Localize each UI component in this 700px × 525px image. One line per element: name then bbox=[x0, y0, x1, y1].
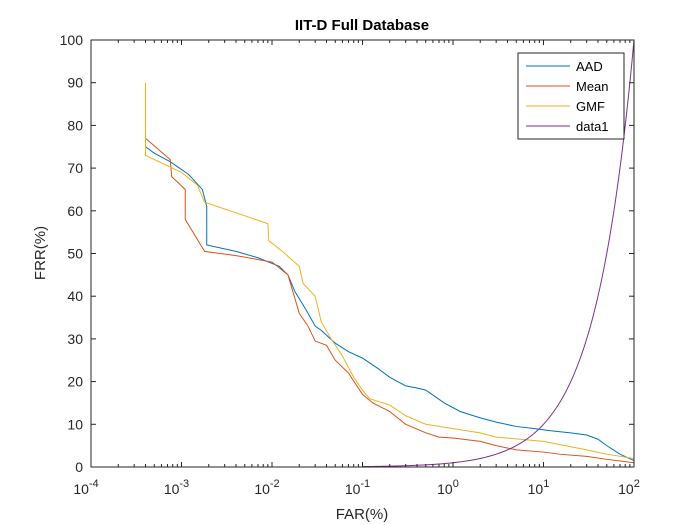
x-tick-base: 10 bbox=[528, 481, 544, 497]
x-tick-label: 10-4 bbox=[73, 478, 98, 497]
x-tick-exponent: -1 bbox=[360, 478, 370, 490]
series-line-mean bbox=[145, 137, 634, 464]
y-tick-label: 10 bbox=[67, 416, 83, 432]
x-tick-label: 101 bbox=[528, 478, 550, 497]
legend-entry-label: Mean bbox=[576, 79, 609, 94]
series-line-aad bbox=[145, 146, 634, 462]
legend-entry-label: GMF bbox=[576, 99, 605, 114]
y-tick-label: 20 bbox=[67, 374, 83, 390]
y-tick-label: 50 bbox=[67, 246, 83, 262]
y-tick-label: 80 bbox=[67, 117, 83, 133]
x-tick-label: 100 bbox=[437, 478, 459, 497]
x-tick-base: 10 bbox=[618, 481, 634, 497]
y-tick-label: 90 bbox=[67, 75, 83, 91]
y-tick-label: 40 bbox=[67, 288, 83, 304]
legend: AAD Mean GMF data1 bbox=[517, 52, 625, 140]
series-layer bbox=[144, 40, 634, 467]
x-tick-exponent: 2 bbox=[634, 478, 640, 490]
x-tick-exponent: 1 bbox=[543, 478, 549, 490]
axes-box bbox=[90, 39, 635, 468]
x-tick-base: 10 bbox=[437, 481, 453, 497]
x-tick-label: 10-2 bbox=[254, 478, 279, 497]
x-tick-base: 10 bbox=[73, 481, 89, 497]
legend-entry-label: AAD bbox=[576, 59, 603, 74]
series-line-gmf bbox=[144, 82, 634, 459]
x-tick-base: 10 bbox=[254, 481, 270, 497]
y-tick-label: 70 bbox=[67, 160, 83, 176]
legend-box bbox=[517, 52, 625, 140]
y-tick-label: 0 bbox=[75, 459, 83, 475]
x-axis-label: FAR(%) bbox=[336, 506, 389, 523]
x-tick-label: 102 bbox=[618, 478, 640, 497]
y-axis-label: FRR(%) bbox=[32, 226, 49, 280]
legend-entry-label: data1 bbox=[576, 119, 609, 134]
x-tick-exponent: -4 bbox=[89, 478, 99, 490]
x-tick-exponent: -2 bbox=[270, 478, 280, 490]
x-tick-base: 10 bbox=[345, 481, 361, 497]
x-tick-base: 10 bbox=[164, 481, 180, 497]
x-tick-exponent: 0 bbox=[453, 478, 459, 490]
series-line-data1 bbox=[362, 40, 634, 467]
x-tick-exponent: -3 bbox=[179, 478, 189, 490]
y-tick-label: 30 bbox=[67, 331, 83, 347]
y-tick-label: 60 bbox=[67, 203, 83, 219]
x-tick-label: 10-3 bbox=[164, 478, 189, 497]
y-tick-label: 100 bbox=[60, 32, 84, 48]
x-tick-label: 10-1 bbox=[345, 478, 370, 497]
chart-title: IIT-D Full Database bbox=[295, 17, 429, 34]
